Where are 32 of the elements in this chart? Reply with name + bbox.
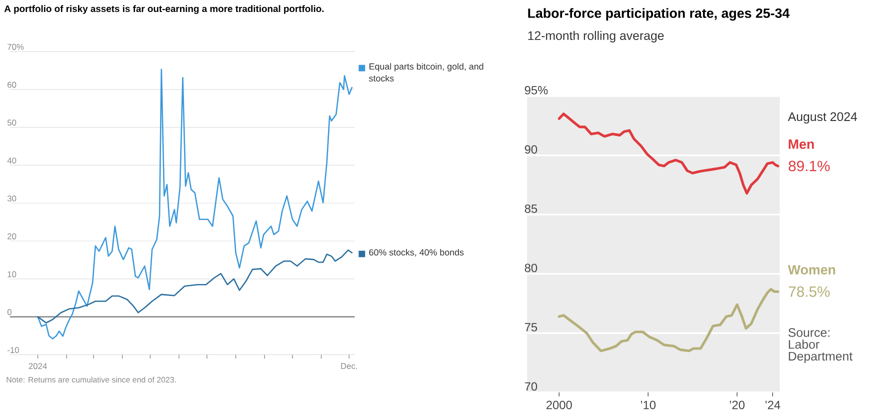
y-tick-label: 40 xyxy=(7,158,16,164)
x-tick-label: 2000 xyxy=(546,400,572,410)
x-tick-label: Dec. xyxy=(341,363,358,369)
y-tick-label: 60 xyxy=(8,82,16,88)
y-tick-label: 10 xyxy=(8,271,16,278)
chart-subtitle: 12-month rolling average xyxy=(528,30,664,42)
y-tick-label: 95% xyxy=(524,86,548,94)
chart-title: Labor-force participation rate, ages 25-34 xyxy=(528,8,790,21)
x-tick-label: 2024 xyxy=(28,363,47,370)
source-note: Source: Labor Department xyxy=(788,328,852,364)
annotation: 78.5% xyxy=(788,286,830,297)
text: August 2024 xyxy=(788,112,858,124)
y-tick-label: 30 xyxy=(7,195,16,202)
y-tick-label: 0 xyxy=(7,309,12,316)
chart-title: A portfolio of risky assets is far out-earning a more traditional portfolio. xyxy=(4,5,324,14)
y-tick-label: 75 xyxy=(524,323,538,332)
legend-label: 60% stocks, 40% bonds xyxy=(369,248,464,257)
y-tick-label: -10 xyxy=(8,347,19,353)
x-tick-label: ’20 xyxy=(730,400,745,410)
y-tick-label: 70 xyxy=(524,382,538,391)
x-tick-label: ’10 xyxy=(640,400,656,410)
y-tick-label: 90 xyxy=(524,145,538,154)
x-tick-label: ’24 xyxy=(765,400,780,410)
annotation: 89.1% xyxy=(788,160,830,172)
y-tick-label: 70% xyxy=(8,44,24,50)
legend-label: Equal parts bitcoin, gold, and stocks xyxy=(369,63,484,82)
y-tick-label: 20 xyxy=(8,233,16,240)
y-tick-label: 85 xyxy=(524,204,538,213)
series-label: Women xyxy=(788,265,836,274)
y-tick-label: 80 xyxy=(524,264,538,272)
y-tick-label: 50 xyxy=(7,120,16,126)
series-label: Men xyxy=(788,140,814,149)
